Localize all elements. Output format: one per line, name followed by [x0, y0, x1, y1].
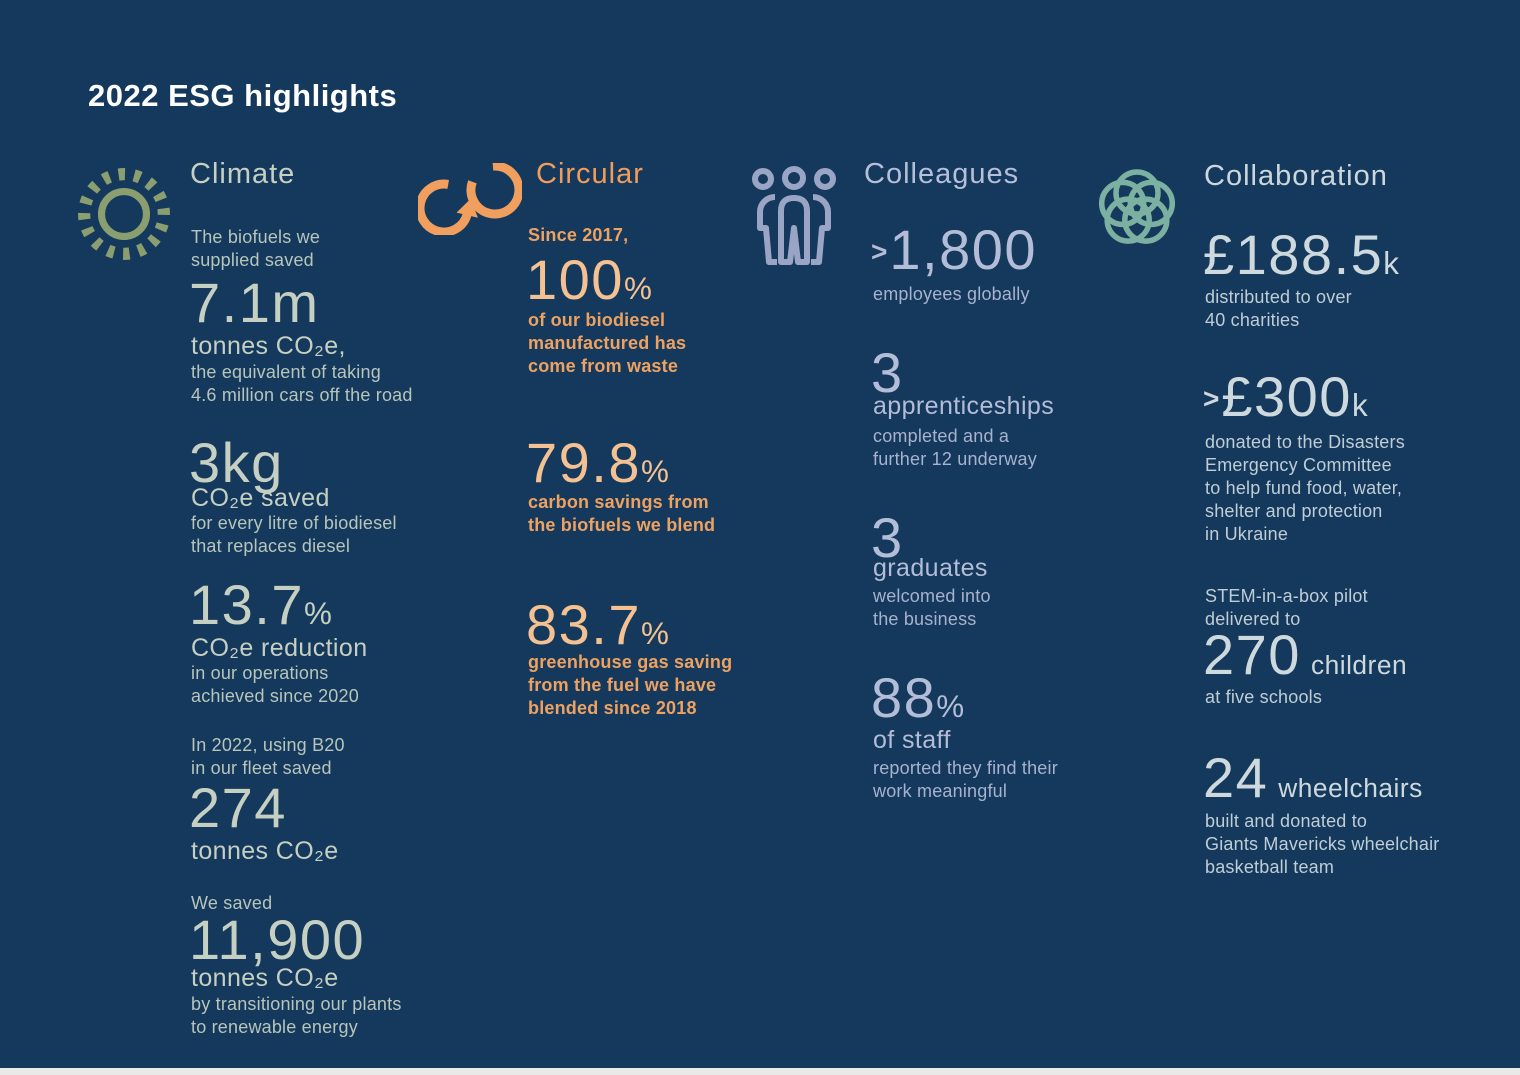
collaboration-stat-desc: distributed to over 40 charities [1205, 287, 1352, 330]
climate-stat-unit: CO₂e reduction [191, 634, 368, 662]
climate-stat-desc: in our operations achieved since 2020 [191, 663, 359, 706]
collaboration-stat-value: 24 wheelchairs [1203, 746, 1423, 809]
climate-stat-value: 11,900 [189, 908, 366, 971]
circular-stat-desc: greenhouse gas saving from the fuel we h… [528, 652, 733, 718]
circular-arrows-icon [418, 163, 522, 235]
climate-stat-lead: The biofuels we supplied saved [191, 227, 321, 270]
colleagues-stat-unit: graduates [873, 554, 988, 582]
collaboration-stat-desc: at five schools [1205, 687, 1323, 707]
climate-stat-value: 13.7% [189, 573, 333, 636]
colleagues-stat-value: 3 [871, 506, 904, 569]
collaboration-heading: Collaboration [1204, 160, 1388, 192]
collaboration-stat-desc: built and donated to Giants Mavericks wh… [1205, 811, 1440, 877]
colleagues-stat-unit: of staff [873, 726, 951, 754]
climate-stat-desc: by transitioning our plants to renewable… [191, 994, 402, 1037]
climate-stat-value: 3kg [189, 431, 284, 494]
climate-heading: Climate [190, 158, 296, 190]
collaboration-stat-desc: donated to the Disasters Emergency Commi… [1205, 432, 1405, 544]
collaboration-stat-value: £188.5k [1203, 223, 1400, 286]
climate-stat-unit: CO₂e saved [191, 484, 330, 512]
climate-stat-desc: for every litre of biodiesel that replac… [191, 513, 397, 556]
circular-stat-desc: carbon savings from the biofuels we blen… [528, 492, 716, 535]
colleagues-stat-desc: welcomed into the business [873, 586, 991, 629]
interlocking-circles-icon [1088, 157, 1186, 255]
people-icon [750, 166, 838, 268]
colleagues-stat-desc: employees globally [873, 284, 1030, 304]
sun-icon [76, 166, 172, 262]
climate-stat-value: 274 [189, 776, 287, 839]
colleagues-stat-value: 3 [871, 341, 904, 404]
climate-stat-desc: the equivalent of taking 4.6 million car… [191, 362, 413, 405]
collaboration-stat-value: >£300k [1203, 365, 1369, 428]
circular-stat-lead: Since 2017, [528, 225, 629, 245]
colleagues-stat-desc: completed and a further 12 underway [873, 426, 1037, 469]
page-title: 2022 ESG highlights [88, 78, 398, 113]
collaboration-stat-value: 270 children [1203, 623, 1408, 686]
climate-stat-unit: tonnes CO₂e [191, 837, 339, 865]
colleagues-stat-value: >1,800 [871, 218, 1037, 281]
collaboration-stat-lead: STEM-in-a-box pilot delivered to [1205, 586, 1368, 629]
colleagues-stat-desc: reported they find their work meaningful [873, 758, 1058, 801]
circular-heading: Circular [536, 158, 644, 190]
climate-stat-unit: tonnes CO₂e [191, 964, 339, 992]
circular-stat-value: 83.7% [526, 593, 670, 656]
colleagues-stat-value: 88% [871, 666, 965, 729]
climate-stat-unit: tonnes CO₂e, [191, 332, 346, 360]
circular-stat-desc: of our biodiesel manufactured has come f… [528, 310, 687, 376]
circular-stat-value: 100% [526, 248, 653, 311]
climate-stat-value: 7.1m [189, 271, 320, 334]
climate-stat-lead: We saved [191, 893, 273, 913]
colleagues-stat-unit: apprenticeships [873, 392, 1055, 420]
climate-stat-lead: In 2022, using B20 in our fleet saved [191, 735, 345, 778]
footer-bar [0, 1068, 1520, 1075]
circular-stat-value: 79.8% [526, 431, 670, 494]
colleagues-heading: Colleagues [864, 158, 1020, 190]
